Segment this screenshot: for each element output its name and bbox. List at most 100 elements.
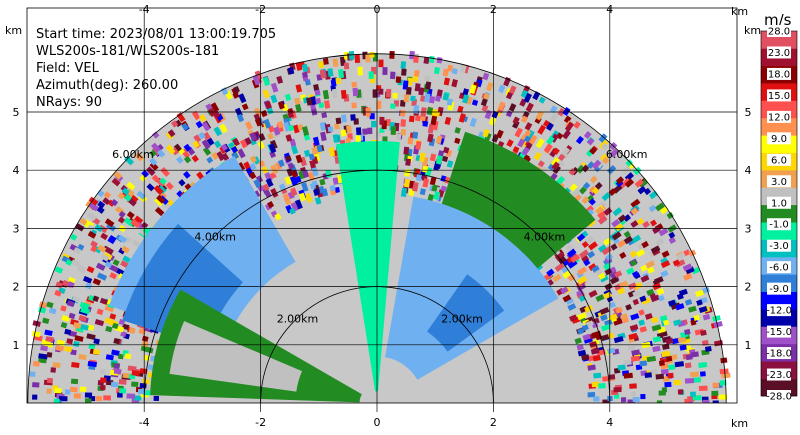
noise-cell	[419, 152, 426, 162]
noise-cell	[38, 353, 48, 360]
noise-cell	[508, 85, 517, 96]
noise-cell	[60, 305, 67, 312]
noise-cell	[684, 378, 695, 384]
noise-cell	[684, 362, 692, 369]
noise-cell	[50, 367, 57, 373]
noise-cell	[414, 115, 421, 122]
noise-cell	[576, 233, 586, 242]
noise-cell	[285, 155, 292, 162]
noise-cell	[294, 97, 301, 105]
range-ring-label-0-left: 2.00km	[277, 313, 319, 326]
noise-cell	[78, 314, 87, 322]
noise-cell	[58, 396, 68, 402]
noise-cell	[668, 236, 677, 244]
noise-cell	[107, 236, 116, 245]
noise-cell	[698, 385, 708, 391]
noise-cell	[433, 191, 441, 201]
noise-cell	[319, 178, 326, 186]
colorbar-tick-label-12: 9.0	[771, 134, 787, 145]
noise-cell	[562, 294, 572, 303]
noise-cell	[253, 107, 262, 118]
noise-cell	[327, 68, 334, 77]
noise-cell	[561, 265, 570, 274]
noise-cell	[576, 282, 587, 292]
noise-cell	[569, 183, 578, 192]
info-instrument: WLS200s-181/WLS200s-181	[36, 44, 219, 59]
noise-cell	[390, 126, 397, 135]
noise-cell	[614, 270, 623, 278]
noise-cell	[562, 107, 571, 116]
noise-cell	[632, 289, 642, 298]
region-right-core	[427, 274, 505, 352]
noise-cell	[332, 58, 339, 68]
colorbar-tick-label-16: 23.0	[768, 48, 790, 59]
colorbar-tick-labels: -28.0 -23.0 -18.0 -15.0 -12.0 -9.0 -6.0 -3.0 -1.…	[766, 25, 792, 403]
noise-cell	[661, 250, 670, 258]
colorbar-label-bg-17	[767, 25, 791, 37]
noise-cell	[712, 382, 720, 388]
noise-cell	[165, 181, 174, 191]
noise-cell	[701, 339, 709, 346]
noise-cell	[443, 77, 451, 86]
noise-cell	[257, 140, 265, 150]
noise-cell	[609, 276, 620, 285]
noise-cell	[574, 337, 582, 345]
noise-cell	[592, 355, 601, 362]
noise-cell	[96, 272, 108, 281]
noise-cell	[658, 390, 666, 396]
noise-cell	[291, 169, 299, 178]
noise-cell	[623, 214, 632, 222]
noise-cell	[650, 369, 658, 375]
noise-cell	[100, 368, 106, 375]
noise-cell	[454, 137, 461, 144]
noise-cell	[557, 160, 566, 168]
noise-cell	[630, 207, 639, 215]
noise-cell	[440, 185, 447, 192]
noise-cell	[549, 105, 558, 114]
noise-cell	[302, 126, 310, 136]
noise-cell	[598, 272, 606, 280]
noise-cell	[589, 186, 597, 194]
noise-cell	[389, 50, 395, 59]
noise-cell	[167, 129, 176, 138]
noise-cell	[340, 129, 347, 137]
noise-cell	[159, 177, 167, 185]
noise-cell	[82, 275, 93, 284]
noise-cell	[258, 160, 266, 168]
noise-cell	[124, 155, 134, 166]
noise-cell	[301, 63, 309, 73]
noise-cell	[721, 372, 731, 379]
noise-cell	[181, 122, 189, 131]
noise-cell	[630, 220, 639, 228]
noise-cell	[141, 221, 149, 229]
noise-cell	[546, 268, 555, 277]
noise-cell	[312, 136, 320, 146]
noise-cell	[123, 217, 134, 227]
noise-cell	[672, 259, 681, 267]
noise-cell	[615, 306, 624, 314]
noise-cell	[631, 270, 640, 278]
noise-cell	[137, 227, 148, 237]
noise-cell	[252, 75, 261, 86]
noise-cell	[283, 121, 291, 132]
noise-cell	[262, 76, 271, 87]
noise-cell	[350, 114, 356, 121]
noise-cell	[75, 223, 85, 232]
noise-cell	[156, 178, 166, 188]
colorbar-tick-label-1: -23.0	[766, 370, 792, 381]
colorbar-tick-label-10: 3.0	[771, 177, 787, 188]
noise-cell	[401, 68, 407, 76]
noise-cell	[118, 379, 127, 385]
noise-cell	[400, 119, 407, 127]
noise-cell	[649, 293, 657, 300]
noise-cell	[305, 97, 313, 106]
x-tick-label-bottom-0: -4	[139, 416, 150, 429]
noise-cell	[395, 76, 402, 83]
noise-cell	[346, 125, 352, 134]
noise-cell	[648, 204, 657, 213]
noise-cell	[120, 331, 127, 338]
noise-cell	[591, 381, 600, 388]
noise-cell	[109, 313, 117, 320]
noise-cell	[451, 68, 458, 75]
y-tick-label-left-1: 2	[13, 281, 20, 294]
